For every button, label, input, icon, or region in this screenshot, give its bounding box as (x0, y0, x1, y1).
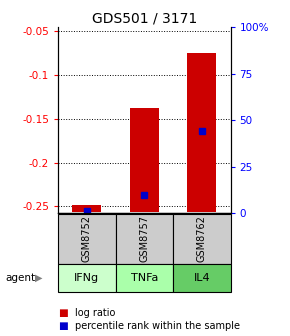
Text: IFNg: IFNg (74, 273, 99, 283)
Text: ■: ■ (58, 308, 68, 318)
Text: GSM8757: GSM8757 (139, 215, 149, 262)
Text: ■: ■ (58, 321, 68, 331)
Text: percentile rank within the sample: percentile rank within the sample (75, 321, 240, 331)
Text: log ratio: log ratio (75, 308, 116, 318)
Text: GSM8752: GSM8752 (82, 215, 92, 262)
Bar (130, 108, 159, 212)
Text: TNFa: TNFa (130, 273, 158, 283)
Text: GSM8762: GSM8762 (197, 215, 207, 262)
Text: GDS501 / 3171: GDS501 / 3171 (93, 12, 197, 26)
Text: ▶: ▶ (35, 273, 43, 283)
Bar (187, 53, 216, 212)
Text: IL4: IL4 (193, 273, 210, 283)
Bar (72, 205, 101, 212)
Text: agent: agent (6, 273, 36, 283)
